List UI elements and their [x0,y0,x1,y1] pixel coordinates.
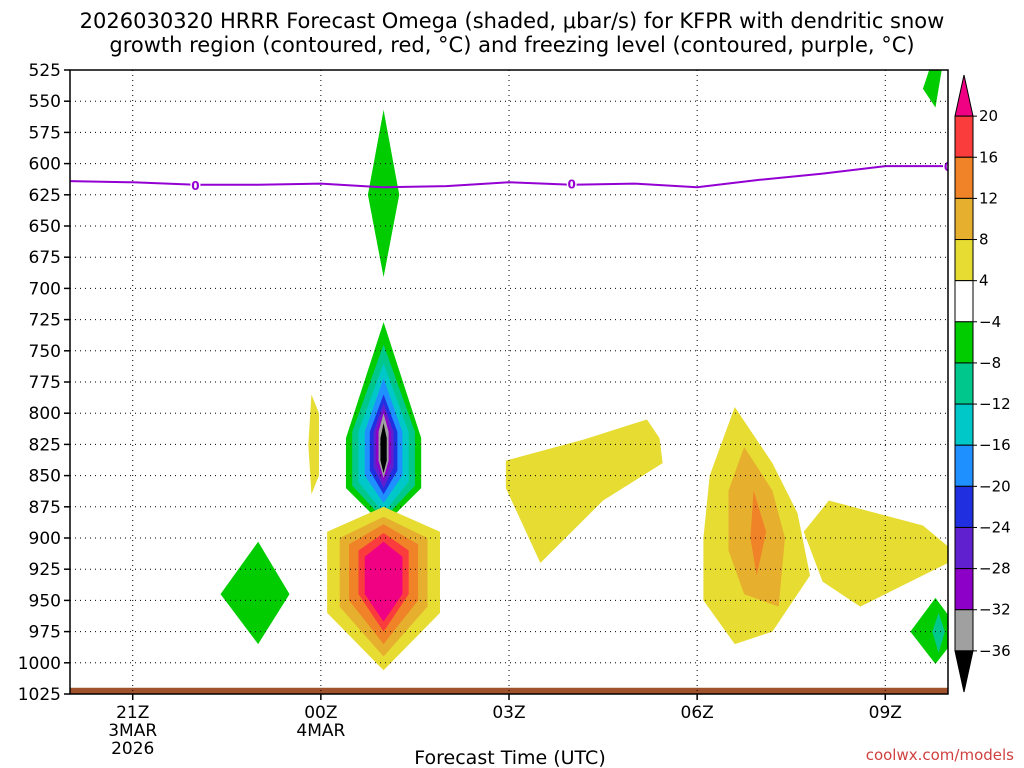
colorbar-swatch-10 [954,485,974,528]
colorbar-swatch-2 [954,156,974,199]
colorbar-swatch-7 [954,362,974,405]
x-tick-label-00Z: 00Z [304,703,337,723]
plot-axes: 525 550 575 600 625 650 675 700 725 750 775 800 825 8… [18,61,949,759]
colorbar-label-16: 16 [979,148,998,166]
x-tick-label-03Z: 03Z [492,703,525,723]
omega-region-upper-green-sliver [922,70,942,108]
x-tick-sublabel-00Z-0: 4MAR [296,721,345,741]
omega-region-far-east-yellow [803,500,948,607]
y-tick-label-600: 600 [29,155,61,175]
credit-text: coolwx.com/models [866,746,1014,764]
colorbar-label--32: −32 [979,601,1011,619]
omega-region-sw-teal-small [932,612,945,653]
freezing-level-label-1: 0 [568,178,576,192]
x-tick-label-06Z: 06Z [681,703,714,723]
x-axis-title: Forecast Time (UTC) [414,747,605,768]
omega-region-sw-green-diamond [220,541,290,645]
y-tick-label-625: 625 [29,186,61,206]
y-tick-label-850: 850 [29,467,61,487]
colorbar-label-8: 8 [979,231,989,249]
x-tick-sublabel-21Z-1: 2026 [111,739,154,759]
colorbar-swatch-1 [954,115,974,158]
y-tick-label-675: 675 [29,248,61,268]
y-tick-label-825: 825 [29,435,61,455]
freezing-level-line [70,165,948,189]
y-tick-label-525: 525 [29,61,61,81]
colorbar-label--28: −28 [979,560,1011,578]
chart-title-line1: 2026030320 HRRR Forecast Omega (shaded, … [80,9,945,33]
colorbar-swatch-8 [954,403,974,446]
colorbar: 20 16 12 8 4 −4 −8 −12 −16 −20 −24 −28 −32 −36 [954,74,1011,693]
y-tick-label-550: 550 [29,92,61,112]
plot-area: 0 0 0 [70,70,952,694]
colorbar-label--20: −20 [979,477,1011,495]
y-tick-label-900: 900 [29,529,61,549]
y-tick-label-700: 700 [29,279,61,299]
x-tick-label-21Z: 21Z [116,703,149,723]
y-tick-label-1025: 1025 [18,685,61,705]
colorbar-bottom-arrow [954,650,974,693]
omega-region-east-orange-core [750,490,767,576]
y-tick-label-950: 950 [29,591,61,611]
colorbar-swatch-9 [954,444,974,487]
y-tick-label-750: 750 [29,342,61,362]
omega-region-thin-yellow-strip [308,394,319,495]
y-tick-label-650: 650 [29,217,61,237]
y-tick-label-800: 800 [29,404,61,424]
x-tick-label-09Z: 09Z [869,703,902,723]
colorbar-label--8: −8 [979,354,1001,372]
chart-title-line2: growth region (contoured, red, °C) and f… [109,33,914,57]
omega-region-mid-yellow-plume [505,419,663,563]
colorbar-label--16: −16 [979,436,1011,454]
y-tick-label-875: 875 [29,498,61,518]
y-tick-label-725: 725 [29,311,61,331]
colorbar-label--36: −36 [979,642,1011,660]
colorbar-swatch-5 [954,280,974,323]
colorbar-top-arrow [954,74,974,117]
colorbar-label-12: 12 [979,189,998,207]
omega-region-sinking-magenta [364,541,403,622]
y-tick-label-775: 775 [29,373,61,393]
x-tick-sublabel-21Z-0: 3MAR [108,721,157,741]
colorbar-swatch-11 [954,526,974,570]
colorbar-swatch-3 [954,197,974,241]
omega-region-upward-column-green [367,109,400,278]
colorbar-label--24: −24 [979,518,1011,536]
y-tick-label-1000: 1000 [18,654,61,674]
colorbar-swatch-6 [954,321,974,364]
plot-grid [70,70,948,694]
colorbar-swatch-4 [954,239,974,282]
colorbar-label-4: 4 [979,272,989,290]
freezing-level-label-2: 0 [944,160,952,174]
y-tick-label-925: 925 [29,560,61,580]
colorbar-label-20: 20 [979,107,998,125]
freezing-level-label-0: 0 [191,179,199,193]
y-tick-label-975: 975 [29,623,61,643]
colorbar-label--4: −4 [979,313,1001,331]
omega-region-core-black [380,423,387,474]
colorbar-swatch-12 [954,568,974,611]
colorbar-label--12: −12 [979,395,1011,413]
colorbar-swatch-13 [954,609,974,652]
y-tick-label-575: 575 [29,123,61,143]
